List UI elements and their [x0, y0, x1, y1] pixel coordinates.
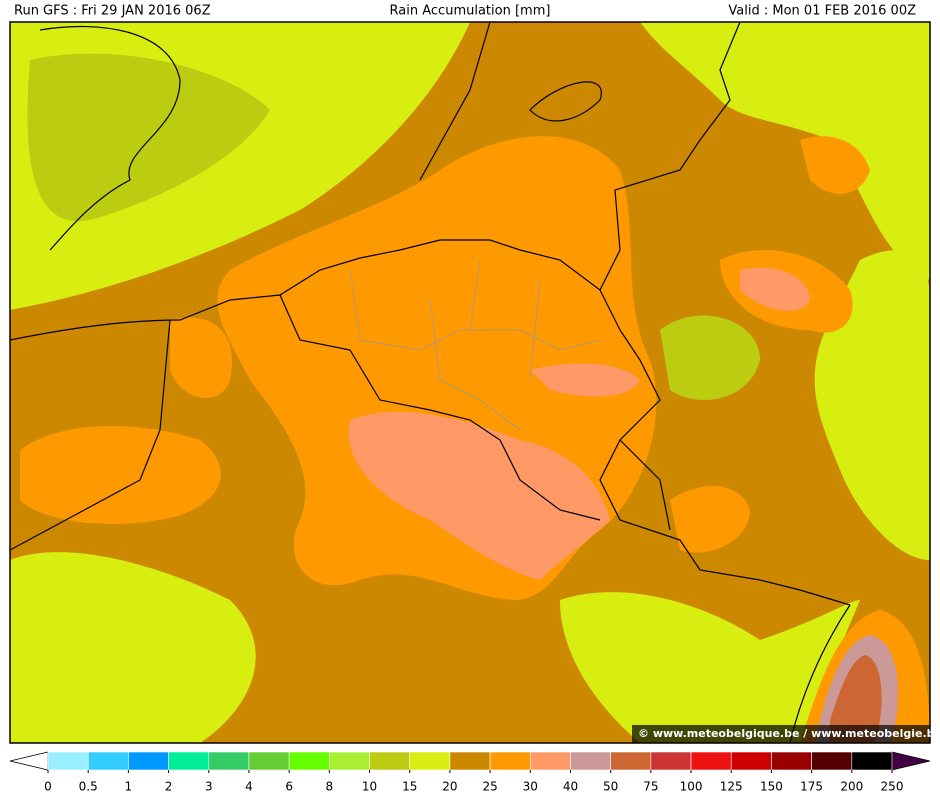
- tick-label: 250: [881, 780, 904, 794]
- tick-label: 125: [720, 780, 743, 794]
- map-title: Rain Accumulation [mm]: [390, 4, 551, 19]
- color-swatch: [369, 751, 411, 771]
- map: © www.meteobelgique.be / www.meteobelgie…: [9, 21, 940, 744]
- under-triangle: [9, 751, 49, 771]
- tick-label: 30: [523, 780, 538, 794]
- tick-label: 0.5: [79, 780, 98, 794]
- tick-label: 75: [643, 780, 658, 794]
- colorbar: 0 0.5 1 2 3 4 6 8 10 15 20 25 30 40 50 75 100 125 150 175 20…: [9, 751, 931, 794]
- color-swatch: [690, 751, 732, 771]
- color-swatch: [87, 751, 129, 771]
- color-swatch: [650, 751, 692, 771]
- color-swatch: [329, 751, 370, 771]
- over-triangle: [891, 751, 931, 771]
- color-swatch: [288, 751, 330, 771]
- tick-label: 1: [125, 780, 133, 794]
- color-swatch: [771, 751, 812, 771]
- color-swatch: [47, 751, 89, 771]
- color-swatch: [409, 751, 451, 771]
- tick-label: 100: [680, 780, 703, 794]
- color-swatch: [851, 751, 893, 771]
- tick-label: 25: [482, 780, 497, 794]
- tick-label: 200: [840, 780, 863, 794]
- color-swatch: [730, 751, 772, 771]
- valid-label: Valid : Mon 01 FEB 2016 00Z: [728, 4, 916, 19]
- tick-label: 3: [205, 780, 213, 794]
- color-swatch: [489, 751, 531, 771]
- color-swatch: [610, 751, 652, 771]
- tick-label: 4: [245, 780, 253, 794]
- tick-label: 175: [800, 780, 823, 794]
- color-swatch: [168, 751, 210, 771]
- run-label: Run GFS : Fri 29 JAN 2016 06Z: [14, 4, 211, 19]
- tick-label: 6: [285, 780, 293, 794]
- tick-label: 0: [44, 780, 52, 794]
- tick-label: 40: [563, 780, 578, 794]
- color-swatch: [208, 751, 250, 771]
- tick-label: 10: [362, 780, 377, 794]
- color-swatch: [529, 751, 571, 771]
- color-swatch: [811, 751, 853, 771]
- tick-label: 50: [603, 780, 618, 794]
- color-swatch: [570, 751, 611, 771]
- tick-label: 8: [326, 780, 334, 794]
- color-swatch: [128, 751, 169, 771]
- tick-label: 15: [402, 780, 417, 794]
- tick-label: 20: [442, 780, 457, 794]
- tick-label: 150: [760, 780, 783, 794]
- color-swatch: [248, 751, 290, 771]
- watermark: © www.meteobelgique.be / www.meteobelgie…: [638, 727, 940, 740]
- color-swatch: [449, 751, 491, 771]
- tick-label: 2: [165, 780, 173, 794]
